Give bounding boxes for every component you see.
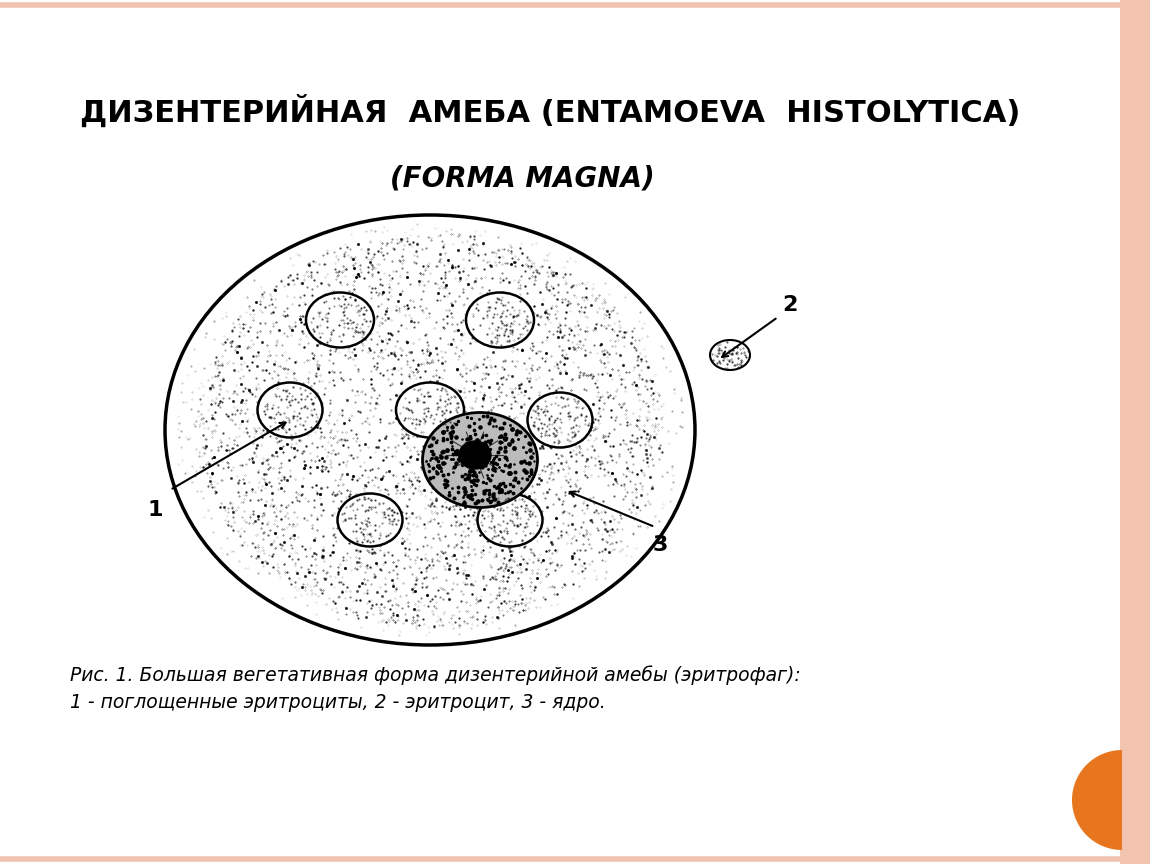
Ellipse shape bbox=[459, 441, 491, 469]
Ellipse shape bbox=[528, 392, 592, 448]
Text: 2: 2 bbox=[782, 295, 798, 315]
Ellipse shape bbox=[477, 493, 543, 547]
Text: 1: 1 bbox=[147, 500, 163, 520]
Text: (FORMA MAGNA): (FORMA MAGNA) bbox=[390, 165, 654, 193]
Bar bbox=[1120, 0, 1150, 864]
Ellipse shape bbox=[710, 340, 750, 370]
Ellipse shape bbox=[164, 215, 695, 645]
Text: Рис. 1. Большая вегетативная форма дизентерийной амебы (эритрофаг):: Рис. 1. Большая вегетативная форма дизен… bbox=[70, 665, 800, 684]
Ellipse shape bbox=[396, 383, 463, 437]
Ellipse shape bbox=[422, 412, 537, 507]
Ellipse shape bbox=[258, 383, 322, 437]
Text: 3: 3 bbox=[652, 535, 668, 555]
Text: 1 - поглощенные эритроциты, 2 - эритроцит, 3 - ядро.: 1 - поглощенные эритроциты, 2 - эритроци… bbox=[70, 693, 606, 712]
Wedge shape bbox=[1072, 750, 1122, 850]
Ellipse shape bbox=[337, 493, 402, 547]
Ellipse shape bbox=[306, 293, 374, 347]
Ellipse shape bbox=[466, 293, 534, 347]
Text: ДИЗЕНТЕРИЙНАЯ  АМЕБА (ENTAMOEVA  HISTOLYTICA): ДИЗЕНТЕРИЙНАЯ АМЕБА (ENTAMOEVA HISTOLYTI… bbox=[81, 95, 1020, 128]
